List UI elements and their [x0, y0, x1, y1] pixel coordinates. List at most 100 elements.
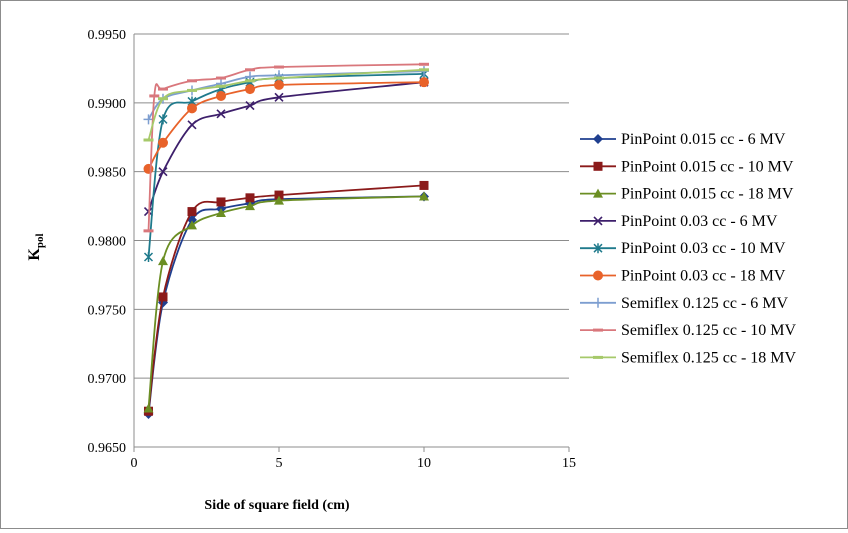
series-line: [147, 73, 425, 258]
data-point: [158, 87, 168, 91]
legend-item: PinPoint 0.015 cc - 18 MV: [580, 186, 794, 203]
data-point: [419, 77, 429, 88]
data-point: [143, 114, 154, 125]
y-tick-label: 0.9700: [88, 372, 127, 387]
data-point: [216, 84, 226, 88]
data-point: [143, 403, 154, 413]
series-5: [143, 68, 429, 263]
legend-item: Semiflex 0.125 cc - 18 MV: [580, 349, 797, 366]
data-point: [187, 207, 197, 217]
data-point: [216, 90, 226, 101]
legend-item: PinPoint 0.015 cc - 10 MV: [580, 158, 794, 175]
data-point: [158, 256, 168, 266]
data-point: [143, 163, 154, 174]
y-tick-label: 0.9750: [88, 303, 127, 318]
y-axis-title-sub: pol: [34, 233, 46, 248]
x-tick-labels: 0 5 10 15: [131, 447, 576, 471]
legend-swatch-marker: [593, 243, 603, 254]
y-tick-label: 0.9800: [88, 235, 127, 250]
legend-label: PinPoint 0.03 cc - 18 MV: [621, 268, 786, 285]
x-tick-label: 10: [417, 456, 431, 471]
series-2: [144, 180, 429, 416]
data-point: [149, 94, 160, 98]
data-point: [274, 76, 284, 80]
data-point: [158, 167, 168, 177]
legend-item: PinPoint 0.03 cc - 10 MV: [580, 240, 786, 257]
data-point: [216, 197, 226, 207]
data-point: [187, 103, 197, 114]
data-point: [158, 97, 168, 101]
x-tick-label: 15: [562, 456, 576, 471]
data-point: [419, 68, 429, 72]
data-point: [419, 191, 429, 201]
legend: PinPoint 0.015 cc - 6 MV PinPoint 0.015 c…: [580, 131, 797, 366]
legend-swatch-marker: [593, 134, 603, 144]
data-point: [216, 207, 226, 217]
data-point: [245, 201, 255, 211]
series-1: [143, 191, 429, 419]
series-8: [143, 62, 429, 233]
legend-item: PinPoint 0.03 cc - 6 MV: [580, 213, 778, 230]
y-tick-label: 0.9900: [88, 97, 127, 112]
data-point: [419, 180, 429, 190]
data-point: [143, 229, 154, 233]
data-point: [274, 195, 284, 205]
data-point: [274, 190, 284, 200]
legend-swatch-marker: [593, 216, 603, 226]
data-point: [245, 101, 255, 111]
legend-swatch-marker: [593, 328, 603, 332]
y-tick-label: 0.9950: [88, 28, 127, 43]
legend-swatch-marker: [593, 297, 603, 308]
legend-item: PinPoint 0.015 cc - 6 MV: [580, 131, 786, 148]
legend-swatch-marker: [593, 270, 603, 281]
data-point: [245, 84, 255, 95]
y-axis-title: Kpol: [26, 233, 46, 260]
legend-label: PinPoint 0.03 cc - 10 MV: [621, 240, 786, 257]
y-axis-title-main: K: [26, 248, 43, 261]
legend-swatch-marker: [593, 188, 603, 198]
y-tick-labels: 0.9650 0.9700 0.9750 0.9800 0.9850 0.9900 0.99…: [88, 28, 127, 456]
legend-label: Semiflex 0.125 cc - 6 MV: [621, 295, 789, 312]
legend-item: Semiflex 0.125 cc - 6 MV: [580, 295, 789, 312]
legend-label: PinPoint 0.03 cc - 6 MV: [621, 213, 778, 230]
y-tick-label: 0.9850: [88, 166, 127, 181]
legend-item: Semiflex 0.125 cc - 10 MV: [580, 322, 797, 339]
data-point: [216, 109, 226, 119]
data-point: [245, 79, 255, 83]
legend-label: PinPoint 0.015 cc - 6 MV: [621, 131, 786, 148]
legend-item: PinPoint 0.03 cc - 18 MV: [580, 268, 786, 285]
series-3: [143, 191, 429, 413]
data-point: [158, 292, 168, 302]
plot-area: [143, 62, 429, 419]
data-point: [187, 120, 197, 130]
data-point: [158, 114, 168, 125]
data-point: [274, 92, 284, 102]
legend-label: PinPoint 0.015 cc - 18 MV: [621, 186, 794, 203]
series-line: [147, 81, 425, 170]
legend-label: PinPoint 0.015 cc - 10 MV: [621, 158, 794, 175]
data-point: [274, 79, 284, 90]
data-point: [187, 79, 197, 83]
legend-label: Semiflex 0.125 cc - 10 MV: [621, 322, 797, 339]
data-point: [274, 65, 284, 69]
legend-swatch-marker: [593, 355, 603, 359]
data-point: [419, 62, 429, 66]
series-6: [143, 77, 429, 174]
x-axis-title: Side of square field (cm): [204, 498, 350, 513]
data-point: [187, 88, 197, 92]
legend-label: Semiflex 0.125 cc - 18 MV: [621, 349, 797, 366]
data-point: [143, 252, 154, 263]
data-point: [245, 68, 255, 72]
y-tick-label: 0.9650: [88, 441, 127, 456]
data-point: [216, 76, 226, 80]
data-point: [187, 220, 197, 230]
gridlines: [133, 33, 569, 448]
data-point: [143, 138, 154, 142]
data-point: [245, 193, 255, 203]
series-9: [143, 68, 429, 142]
legend-swatch-marker: [593, 161, 603, 171]
x-tick-label: 5: [276, 456, 283, 471]
data-point: [158, 137, 168, 148]
